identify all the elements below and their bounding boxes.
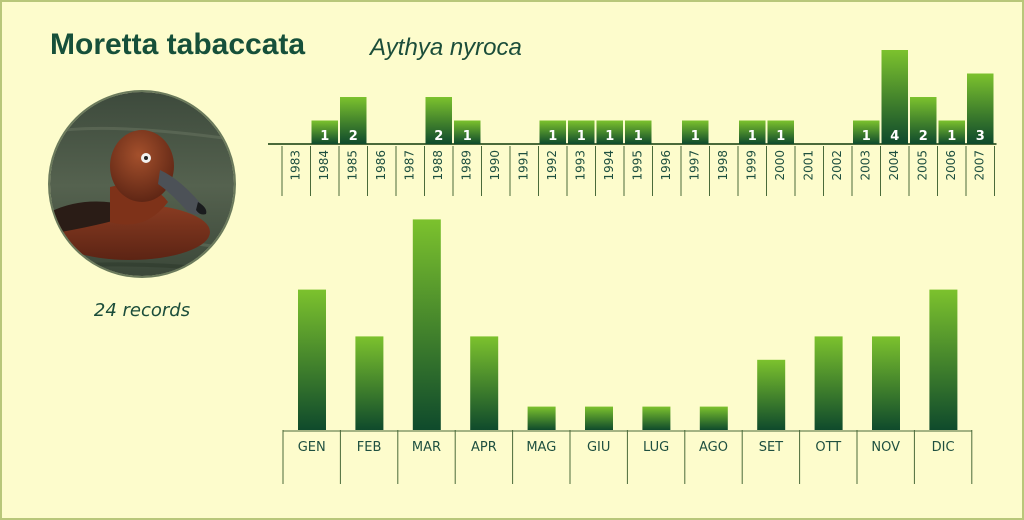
month-bar — [527, 406, 556, 430]
year-bar — [682, 120, 709, 144]
year-bar — [938, 120, 965, 144]
month-bar — [355, 336, 384, 430]
month-bar — [585, 406, 613, 430]
year-bar-value-label: 2 — [919, 129, 928, 144]
year-bar — [311, 120, 338, 144]
year-bar-value-label: 2 — [349, 129, 358, 144]
records-count: 24 records — [93, 300, 191, 321]
year-tick-label: 1984 — [317, 150, 331, 181]
year-bar-value-label: 1 — [320, 129, 329, 144]
year-bar-value-label: 2 — [434, 129, 443, 144]
month-tick-label: MAR — [412, 440, 441, 455]
year-bar-value-label: 1 — [947, 129, 956, 144]
year-tick-label: 1997 — [687, 150, 701, 181]
year-tick-label: 1989 — [459, 150, 473, 181]
year-tick-label: 2007 — [972, 150, 986, 181]
year-tick-label: 1994 — [602, 150, 616, 181]
month-tick-label: MAG — [526, 440, 556, 455]
year-bar-value-label: 4 — [890, 129, 899, 144]
month-tick-label: LUG — [643, 440, 669, 455]
month-bar — [699, 406, 728, 430]
year-bar-value-label: 1 — [748, 129, 757, 144]
month-bar — [814, 336, 843, 430]
year-tick-label: 1992 — [545, 150, 559, 181]
year-tick-label: 1999 — [744, 150, 758, 181]
month-bar — [872, 336, 900, 430]
duck-photo — [48, 90, 236, 278]
year-tick-label: 1983 — [288, 150, 302, 181]
month-bar — [757, 359, 786, 430]
monthly-records-chart: GEN FEB MAR APR MAG GIU LUG AGO SET OTT NOV DIC — [282, 219, 973, 484]
month-bar — [470, 336, 499, 430]
year-tick-label: 2006 — [944, 150, 958, 181]
year-tick-label: 1990 — [488, 150, 502, 181]
month-tick-label: FEB — [357, 440, 382, 455]
month-tick-label: DIC — [932, 440, 955, 455]
year-bar — [340, 97, 367, 144]
month-tick-label: OTT — [815, 440, 841, 455]
month-bar — [642, 406, 671, 430]
year-bar-value-label: 1 — [634, 129, 643, 144]
year-bar — [454, 120, 481, 144]
year-tick-label: 1995 — [630, 150, 644, 181]
year-bar — [568, 120, 595, 144]
year-tick-label: 1988 — [431, 150, 445, 181]
year-bar-value-label: 1 — [605, 129, 614, 144]
duck-illustration — [50, 92, 234, 276]
year-tick-label: 2004 — [887, 150, 901, 181]
year-tick-label: 2001 — [801, 150, 815, 181]
yearly-records-chart: 1983 1 1984 2 1985 1986 1987 2 1988 1 1989 1990 1991… — [268, 50, 997, 196]
year-bar-value-label: 1 — [577, 129, 586, 144]
year-bar — [625, 120, 652, 144]
month-tick-label: APR — [471, 440, 497, 455]
year-tick-label: 2002 — [830, 150, 844, 181]
year-bar — [425, 97, 452, 144]
year-bar — [967, 73, 994, 144]
year-tick-label: 1986 — [374, 150, 388, 181]
species-common-name: Moretta tabaccata — [50, 28, 306, 61]
year-tick-label: 2003 — [858, 150, 872, 181]
year-bar-value-label: 1 — [463, 129, 472, 144]
month-tick-label: GIU — [587, 440, 610, 455]
month-bar — [412, 219, 441, 430]
year-tick-label: 1985 — [345, 150, 359, 181]
species-scientific-name: Aythya nyroca — [370, 34, 522, 61]
year-tick-label: 1991 — [516, 150, 530, 181]
year-tick-label: 1996 — [659, 150, 673, 181]
year-bar-value-label: 1 — [691, 129, 700, 144]
year-bar-value-label: 1 — [776, 129, 785, 144]
year-bar — [539, 120, 566, 144]
month-tick-label: AGO — [699, 440, 728, 455]
year-bar — [881, 50, 908, 144]
year-bar-value-label: 3 — [976, 129, 985, 144]
year-bar — [739, 120, 766, 144]
year-bar-value-label: 1 — [548, 129, 557, 144]
year-bar — [596, 120, 623, 144]
year-bar-value-label: 1 — [862, 129, 871, 144]
year-tick-label: 1993 — [573, 150, 587, 181]
year-bar — [910, 97, 937, 144]
year-bar — [853, 120, 880, 144]
month-bar — [929, 289, 958, 430]
year-bar — [767, 120, 794, 144]
month-tick-label: NOV — [871, 440, 900, 455]
year-tick-label: 2000 — [773, 150, 787, 181]
month-tick-label: GEN — [298, 440, 326, 455]
year-tick-label: 2005 — [915, 150, 929, 181]
month-tick-label: SET — [759, 440, 783, 455]
month-bar — [298, 289, 326, 430]
year-tick-label: 1998 — [716, 150, 730, 181]
year-tick-label: 1987 — [402, 150, 416, 181]
